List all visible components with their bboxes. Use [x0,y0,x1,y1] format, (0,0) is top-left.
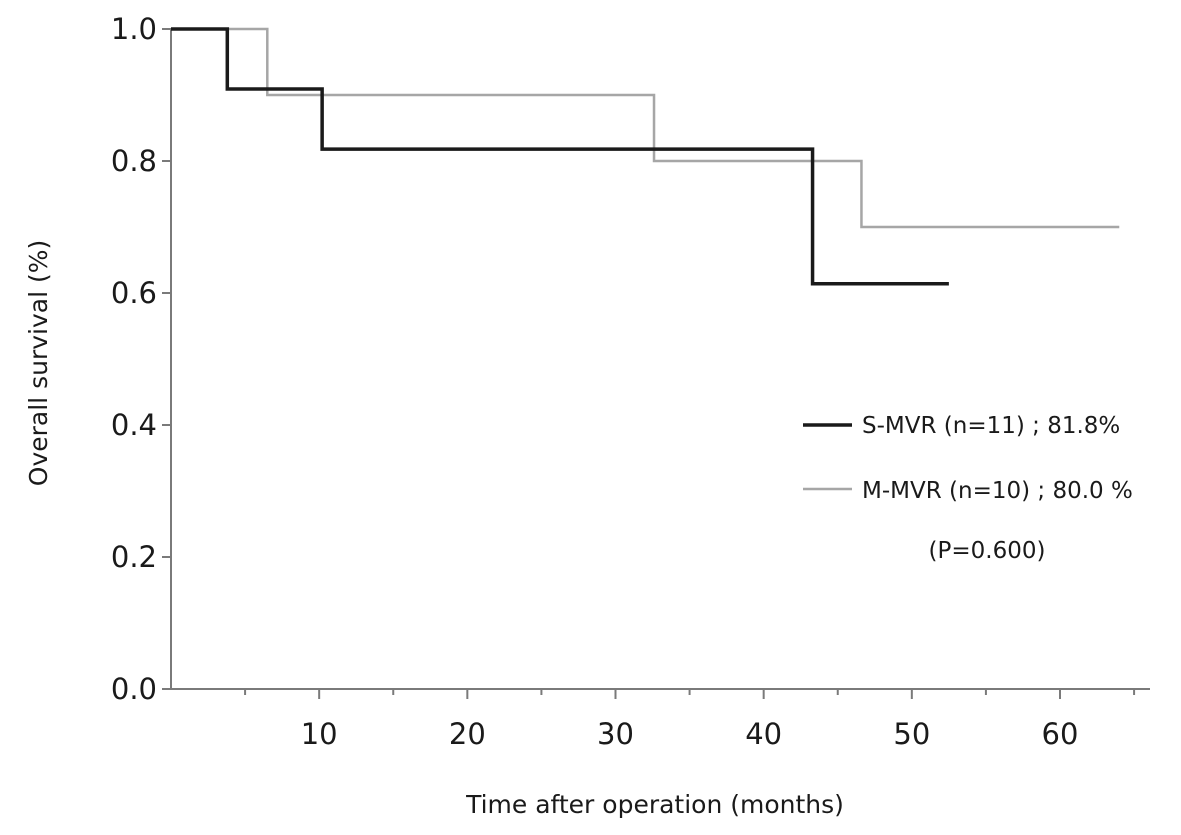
x-tick-label: 40 [745,717,782,751]
ticks: 0.0 0.2 0.4 0.6 0.8 1.0 10 20 30 40 50 60 [111,12,1136,751]
y-tick-label: 0.4 [111,408,157,442]
x-axis-label: Time after operation (months) [465,790,844,819]
legend-label-s-mvr: S-MVR (n=11) ; 81.8% [862,413,1120,439]
x-tick-label: 20 [449,717,486,751]
y-tick-label: 0.0 [111,672,157,706]
y-tick-label: 1.0 [111,12,157,46]
x-tick-label: 10 [301,717,338,751]
legend-label-m-mvr: M-MVR (n=10) ; 80.0 % [862,478,1133,504]
y-tick-label: 0.2 [111,540,157,574]
y-axis-label: Overall survival (%) [24,240,53,486]
series-layer [171,27,1120,286]
series-line-m-mvr [171,27,1120,229]
x-tick-label: 30 [597,717,634,751]
series-line-s-mvr [171,27,949,286]
p-value-annotation: (P=0.600) [929,538,1046,564]
y-tick-label: 0.6 [111,276,157,310]
y-tick-label: 0.8 [111,144,157,178]
axes [170,29,1150,690]
x-tick-label: 60 [1042,717,1079,751]
legend: S-MVR (n=11) ; 81.8% M-MVR (n=10) ; 80.0… [803,413,1133,564]
x-tick-label: 50 [893,717,930,751]
